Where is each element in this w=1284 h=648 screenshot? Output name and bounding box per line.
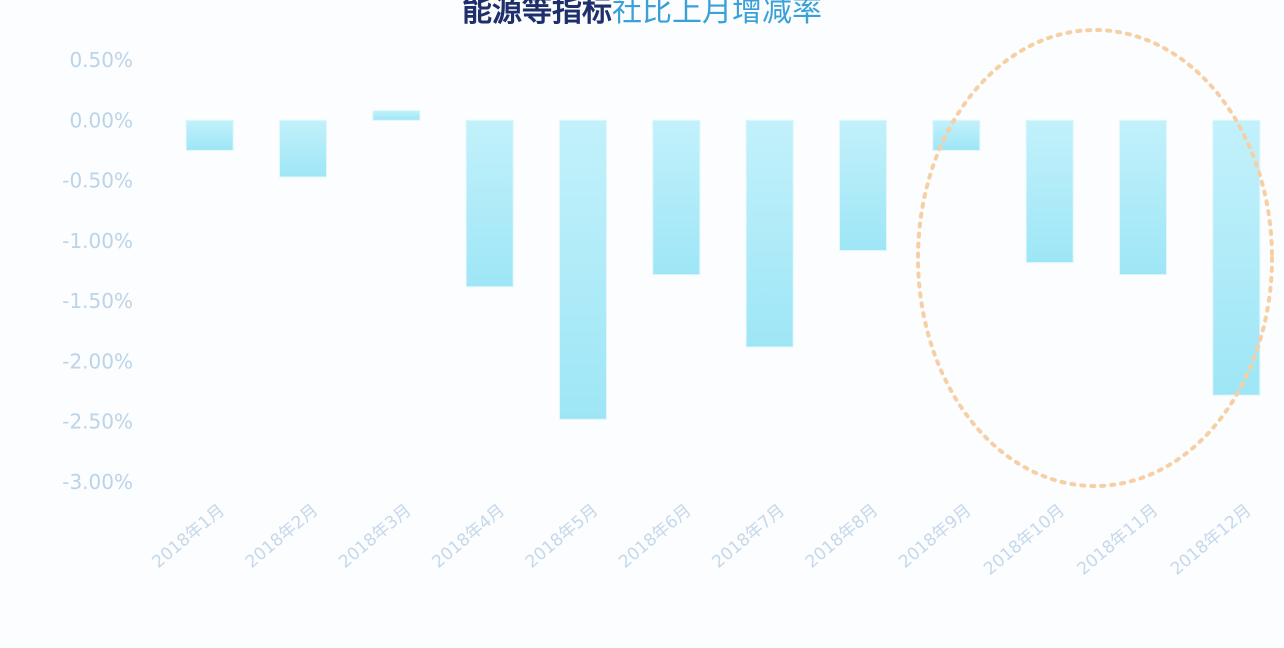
bar	[1025, 119, 1074, 264]
x-tick-label: 2018年12月	[1167, 501, 1256, 580]
x-tick-label: 2018年11月	[1074, 501, 1163, 580]
bar	[559, 119, 607, 420]
y-tick-label: -2.50%	[62, 410, 133, 434]
y-tick-label: -0.50%	[62, 169, 133, 193]
x-tick-label: 2018年3月	[335, 501, 415, 573]
x-tick-label: 2018年9月	[895, 501, 975, 573]
y-axis: 0.50% 0.00% -0.50% -1.00% -1.50% -2.00% -2.50%…	[62, 48, 133, 494]
x-tick-label: 2018年7月	[709, 501, 789, 573]
chart-title-part2: 社比上月增减率	[612, 0, 822, 29]
bar	[185, 119, 234, 151]
y-tick-label: 0.00%	[69, 108, 133, 132]
bars	[185, 110, 1261, 420]
highlight-ellipse	[916, 28, 1274, 488]
annotations	[916, 28, 1274, 488]
bar	[279, 119, 327, 178]
x-tick-label: 2018年2月	[242, 501, 322, 573]
y-tick-label: -3.00%	[62, 470, 133, 494]
x-tick-label: 2018年1月	[149, 501, 229, 573]
bar	[652, 119, 701, 276]
y-tick-label: -2.00%	[62, 349, 133, 373]
bar	[745, 119, 794, 348]
bar	[372, 110, 421, 121]
bar	[1212, 119, 1261, 396]
x-axis: 2018年1月 2018年2月 2018年3月 2018年4月 2018年5月 2018年…	[149, 501, 1256, 580]
y-tick-label: -1.50%	[62, 289, 133, 313]
chart-title-part1: 能源等指标	[462, 0, 612, 29]
bar	[1119, 119, 1167, 276]
bar	[465, 119, 514, 288]
x-tick-label: 2018年10月	[980, 501, 1069, 580]
x-tick-label: 2018年6月	[615, 501, 695, 573]
x-tick-label: 2018年4月	[429, 501, 509, 573]
y-tick-label: 0.50%	[69, 48, 133, 72]
bar	[839, 119, 887, 252]
y-tick-label: -1.00%	[62, 229, 133, 253]
chart-title: 能源等指标社比上月增减率	[0, 0, 1284, 30]
x-tick-label: 2018年5月	[522, 501, 602, 573]
x-tick-label: 2018年8月	[802, 501, 882, 573]
